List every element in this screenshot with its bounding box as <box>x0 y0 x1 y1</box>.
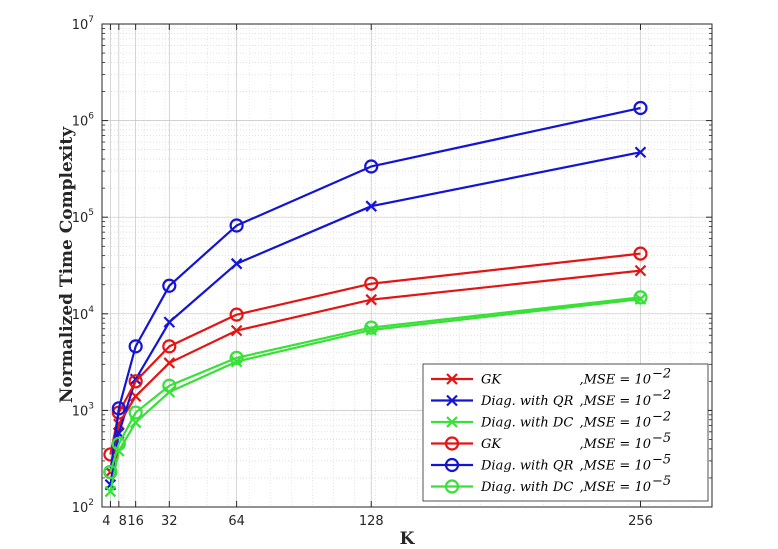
legend-series-name: GK <box>481 437 502 452</box>
y-tick-label: 104 <box>72 305 95 323</box>
y-tick-label: 103 <box>72 401 94 419</box>
cross-stroke <box>230 257 243 270</box>
data-point-circle <box>128 405 143 420</box>
data-point-circle <box>162 378 177 393</box>
legend-item: Diag. with DC ,MSE = 10 −2 <box>431 410 671 431</box>
data-point-circle <box>103 464 118 480</box>
data-point-circle <box>633 246 648 261</box>
series-layer <box>103 100 648 498</box>
y-tick-labels: 102 103 104 105 106 107 <box>72 15 95 516</box>
data-point-cross <box>446 416 458 428</box>
data-point-circle <box>633 290 648 305</box>
data-point-cross <box>163 316 176 328</box>
x-tick-label: 128 <box>359 514 384 529</box>
legend-box <box>422 363 709 502</box>
data-point-cross <box>230 257 243 270</box>
x-tick-label: 16 <box>127 514 144 529</box>
y-tick-label: 106 <box>72 112 95 130</box>
legend-mse-exponent: −2 <box>652 367 671 382</box>
y-axis-label: Normalized Time Complexity <box>57 126 77 403</box>
data-point-cross <box>634 146 647 159</box>
cross-stroke <box>230 355 243 368</box>
x-tick-label: 4 <box>102 514 110 529</box>
plot-frame <box>101 23 713 508</box>
cross-stroke <box>163 357 176 369</box>
legend-item: GK ,MSE = 10 −5 <box>431 431 671 452</box>
legend-item: Diag. with DC ,MSE = 10 −5 <box>431 474 671 495</box>
cross-stroke <box>104 485 117 498</box>
data-point-cross <box>446 373 458 385</box>
legend-series-name: Diag. with QR <box>480 394 574 409</box>
legend-mse-exponent: −2 <box>652 388 671 403</box>
data-point-cross <box>163 357 176 369</box>
x-tick-label: 64 <box>228 514 245 529</box>
x-tick-label: 256 <box>628 514 653 529</box>
series-line <box>109 106 641 473</box>
data-point-circle <box>364 159 379 174</box>
cross-stroke <box>129 416 142 429</box>
legend-mse-exponent: −5 <box>652 474 671 489</box>
data-point-cross <box>365 200 378 212</box>
y-tick-label: 107 <box>72 15 94 33</box>
legend-series-name: GK <box>481 373 502 388</box>
series-line <box>109 296 641 473</box>
legend-series-name: Diag. with DC <box>480 480 573 495</box>
cross-stroke <box>446 394 458 407</box>
legend-item: GK ,MSE = 10 −2 <box>431 367 671 388</box>
data-point-circle <box>111 436 126 451</box>
data-point-cross <box>446 394 458 407</box>
data-point-circle <box>444 436 460 451</box>
data-point-circle <box>444 457 460 473</box>
legend-mse-label: ,MSE = 10 <box>579 437 651 452</box>
legend-mse-exponent: −5 <box>652 431 671 446</box>
y-tick-label: 102 <box>72 498 94 516</box>
legend-item: Diag. with QR ,MSE = 10 −2 <box>431 388 671 409</box>
axis-ticks <box>102 23 712 508</box>
cross-stroke <box>365 293 378 306</box>
cross-stroke <box>446 416 458 428</box>
data-point-circle <box>229 350 244 365</box>
legend-mse-label: ,MSE = 10 <box>579 373 651 388</box>
data-point-cross <box>104 485 117 498</box>
legend-series-name: Diag. with QR <box>480 459 574 474</box>
data-point-circle <box>229 307 244 322</box>
data-point-cross <box>634 264 647 277</box>
legend-mse-label: ,MSE = 10 <box>579 459 651 474</box>
legend-mse-exponent: −2 <box>652 410 671 425</box>
data-point-circle <box>162 278 177 293</box>
x-tick-label: 8 <box>119 514 127 529</box>
legend-series-name: Diag. with DC <box>480 416 573 431</box>
cross-stroke <box>365 200 378 212</box>
data-point-circle <box>633 100 648 116</box>
legend-mse-label: ,MSE = 10 <box>579 480 651 495</box>
cross-stroke <box>230 324 243 337</box>
data-point-circle <box>111 401 126 416</box>
data-point-cross <box>230 324 243 337</box>
data-point-circle <box>364 276 379 291</box>
legend-mse-label: ,MSE = 10 <box>579 416 651 431</box>
legend-mse-exponent: −5 <box>652 453 671 468</box>
legend-mse-label: ,MSE = 10 <box>579 394 651 409</box>
x-tick-label: 32 <box>161 514 178 529</box>
cross-stroke <box>634 264 647 277</box>
data-point-circle <box>128 339 143 354</box>
series-5 <box>103 290 648 480</box>
data-point-circle <box>364 320 379 335</box>
cross-stroke <box>129 390 142 403</box>
legend-item: Diag. with QR ,MSE = 10 −5 <box>431 453 671 474</box>
cross-stroke <box>446 373 458 385</box>
cross-stroke <box>163 316 176 328</box>
y-tick-label: 105 <box>72 208 94 226</box>
data-point-cross <box>365 293 378 306</box>
data-point-circle <box>162 339 177 354</box>
data-point-circle <box>444 479 460 494</box>
cross-stroke <box>634 146 647 159</box>
x-axis-label: K <box>400 529 416 549</box>
data-point-circle <box>128 374 143 389</box>
data-point-circle <box>229 218 244 233</box>
x-tick-labels: 4 8 16 32 64 128 256 <box>102 514 653 529</box>
